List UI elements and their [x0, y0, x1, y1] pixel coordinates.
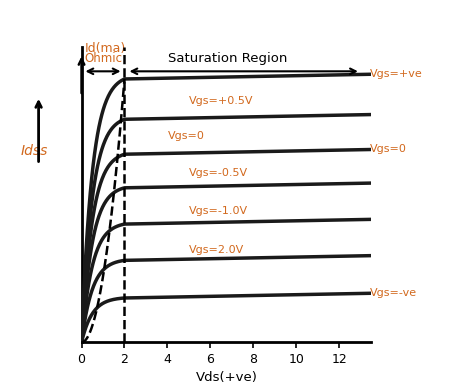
Text: Vgs=2.0V: Vgs=2.0V: [189, 245, 244, 255]
Text: Vgs=+ve: Vgs=+ve: [371, 69, 423, 79]
Text: Idss: Idss: [20, 144, 48, 158]
Text: Vgs=-0.5V: Vgs=-0.5V: [189, 168, 248, 178]
X-axis label: Vds(+ve): Vds(+ve): [196, 371, 257, 384]
Text: Vgs=-1.0V: Vgs=-1.0V: [189, 207, 248, 216]
Text: Saturation Region: Saturation Region: [168, 53, 287, 65]
Text: Vgs=0: Vgs=0: [168, 131, 204, 141]
Text: Vgs=0: Vgs=0: [371, 144, 407, 154]
Text: Ohmic: Ohmic: [85, 53, 123, 65]
Text: Vgs=-ve: Vgs=-ve: [371, 288, 418, 298]
Text: Id(ma): Id(ma): [85, 42, 126, 54]
Text: Vgs=+0.5V: Vgs=+0.5V: [189, 96, 253, 105]
